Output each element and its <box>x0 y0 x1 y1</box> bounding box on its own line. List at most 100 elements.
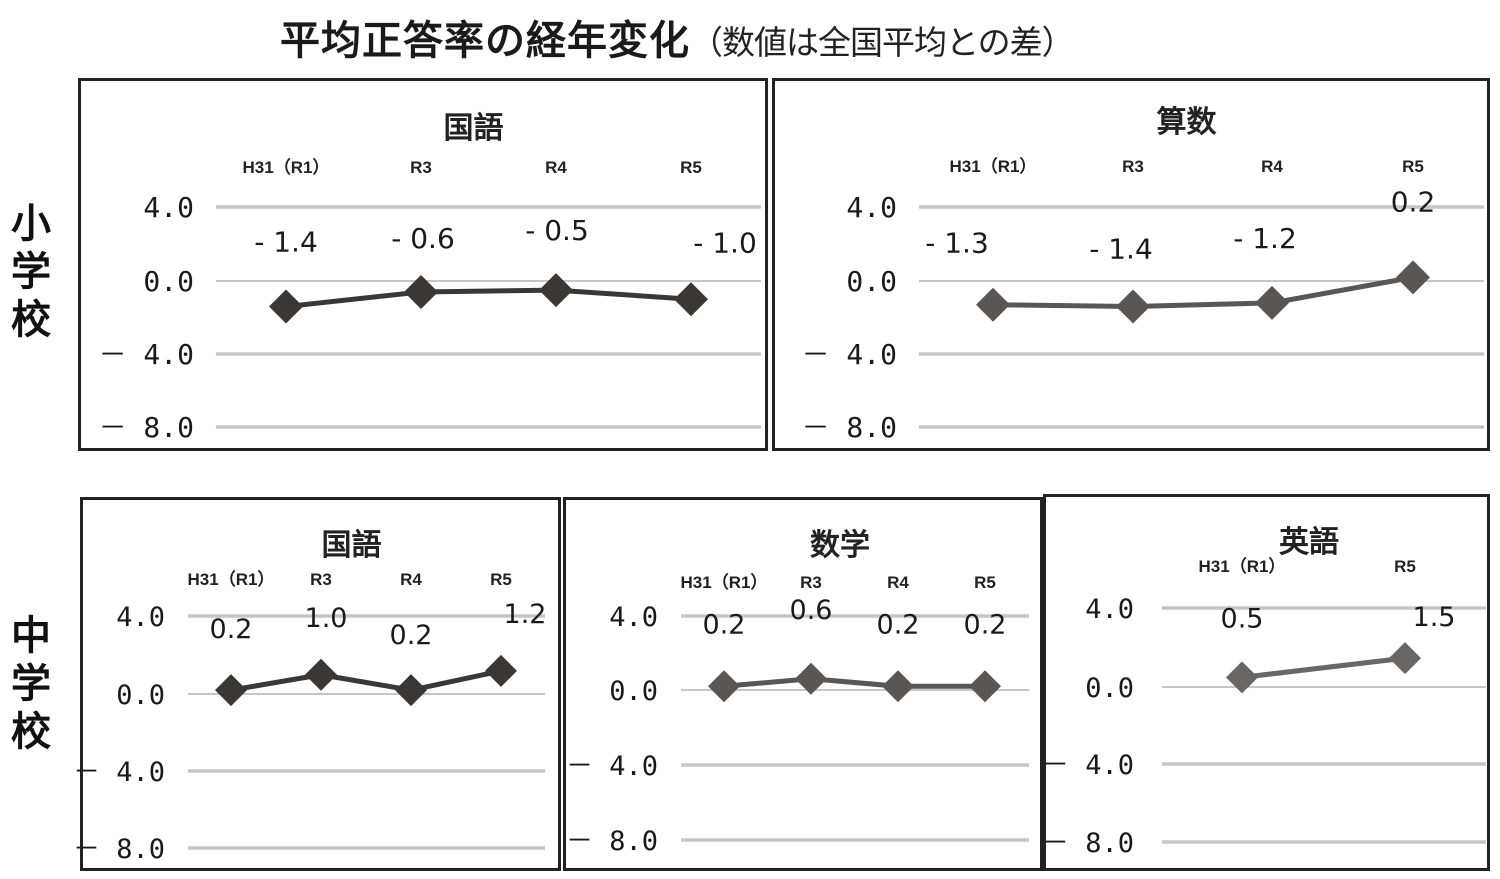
x-category-label: H31（R1） <box>243 157 330 177</box>
y-tick-label: 0.0 <box>143 265 194 298</box>
x-category-label: H31（R1） <box>681 572 768 592</box>
y-tick-label: 0.0 <box>116 680 165 711</box>
line-chart: 4.0 0.0 － 4.0 － 8.0 H31（R1） R3 R4 R5 - 1.3 - 1.4 -… <box>802 156 1484 444</box>
diamond-marker-icon <box>305 658 337 691</box>
y-tick-label: － 8.0 <box>73 834 165 865</box>
panel-title: 国語 <box>443 111 504 146</box>
data-label: 0.5 <box>1221 603 1264 634</box>
data-label: 0.2 <box>877 609 920 640</box>
x-category-label: R3 <box>800 573 822 592</box>
data-label: - 1.3 <box>925 227 989 260</box>
diamond-marker-icon <box>674 282 708 317</box>
chart-title-note: （数値は全国平均との差） <box>690 23 1075 62</box>
y-tick-label: 4.0 <box>609 602 658 633</box>
diamond-marker-icon <box>882 670 914 703</box>
diamond-marker-icon <box>1389 642 1421 675</box>
y-tick-label: － 4.0 <box>73 757 165 788</box>
series-line <box>230 668 502 693</box>
y-tick-label: － 8.0 <box>1042 828 1134 859</box>
diamond-marker-icon <box>1226 661 1258 694</box>
diamond-marker-icon <box>404 274 438 309</box>
data-label: - 1.4 <box>254 226 318 259</box>
line-chart: 4.0 0.0 － 4.0 － 8.0 H31（R1） R3 R4 R5 - 1.4 - 0.6 -… <box>99 157 761 444</box>
y-tick-label: 4.0 <box>116 602 165 633</box>
line-chart: 4.0 0.0 － 4.0 － 8.0 H31（R1） R3 R4 R5 0.2 1.0 0.2 1.… <box>73 569 547 865</box>
diamond-marker-icon <box>1255 285 1289 320</box>
diamond-marker-icon <box>215 674 247 707</box>
data-label: - 0.5 <box>525 214 589 247</box>
chart-panel-elementary-math: 算数 4.0 0.0 － 4.0 － 8.0 H31（R1） R3 R4 R5 - 1.3 - 1… <box>772 78 1490 451</box>
x-category-label: R4 <box>545 158 567 177</box>
diamond-marker-icon <box>708 670 740 703</box>
diamond-marker-icon <box>395 674 427 707</box>
data-label: 1.2 <box>504 599 547 630</box>
series-line <box>992 274 1414 310</box>
series-line <box>1241 655 1406 680</box>
panel-title: 国語 <box>321 528 382 563</box>
x-category-label: R5 <box>680 158 702 177</box>
data-label: 0.6 <box>790 595 833 626</box>
data-label: 1.0 <box>305 603 348 634</box>
y-tick-label: － 8.0 <box>99 411 194 444</box>
panel-title: 数学 <box>810 528 870 563</box>
y-tick-label: － 4.0 <box>802 338 897 371</box>
diamond-marker-icon <box>976 287 1010 322</box>
y-tick-label: 0.0 <box>609 676 658 707</box>
data-label: 0.2 <box>964 609 1007 640</box>
data-label: - 0.6 <box>391 222 455 255</box>
diamond-marker-icon <box>1116 289 1150 324</box>
y-tick-label: 4.0 <box>1085 594 1134 625</box>
chart-title-main: 平均正答率の経年変化 <box>280 18 690 64</box>
chart-title: 平均正答率の経年変化（数値は全国平均との差） <box>280 8 1075 66</box>
x-category-label: R5 <box>490 570 512 589</box>
data-label: - 1.0 <box>693 226 757 259</box>
x-category-label: H31（R1） <box>950 156 1037 176</box>
y-tick-label: － 8.0 <box>566 826 658 857</box>
series-line <box>723 676 985 689</box>
x-category-label: R4 <box>887 573 909 592</box>
panel-title: 算数 <box>1156 105 1217 140</box>
y-tick-label: 0.0 <box>1085 673 1134 704</box>
x-category-label: R3 <box>1122 157 1144 176</box>
data-label: 0.2 <box>1391 185 1436 218</box>
chart-panel-junior-high-math: 数学 4.0 0.0 － 4.0 － 8.0 H31（R1） R3 R4 R5 0.2 0.6 0.… <box>563 497 1043 871</box>
x-category-label: H31（R1） <box>188 569 275 589</box>
diamond-marker-icon <box>969 670 1001 703</box>
data-label: 0.2 <box>703 609 746 640</box>
y-tick-label: 4.0 <box>846 191 897 224</box>
row-label-junior-high-text: 中学校 <box>11 613 51 755</box>
x-category-label: H31（R1） <box>1199 556 1286 576</box>
row-label-junior-high: 中学校 <box>8 612 54 756</box>
y-tick-label: － 4.0 <box>566 751 658 782</box>
chart-panel-junior-high-japanese: 国語 4.0 0.0 － 4.0 － 8.0 H31（R1） R3 R4 R5 0.2 1.0 0.… <box>73 497 561 871</box>
y-tick-label: 4.0 <box>143 191 194 224</box>
data-label: 0.2 <box>390 620 433 651</box>
diamond-marker-icon <box>539 273 573 308</box>
data-label: - 1.4 <box>1089 233 1153 266</box>
data-label: 0.2 <box>210 614 253 645</box>
diamond-marker-icon <box>1396 260 1430 295</box>
row-label-elementary: 小学校 <box>8 200 54 344</box>
x-category-label: R4 <box>400 570 422 589</box>
x-category-label: R5 <box>1402 157 1424 176</box>
y-tick-label: － 4.0 <box>99 338 194 371</box>
x-category-label: R3 <box>410 158 432 177</box>
data-label: - 1.2 <box>1233 222 1297 255</box>
diamond-marker-icon <box>485 654 517 687</box>
line-chart: 4.0 0.0 － 4.0 － 8.0 H31（R1） R3 R4 R5 0.2 0.6 0.2 0.… <box>566 572 1029 857</box>
x-category-label: R4 <box>1261 157 1283 176</box>
diamond-marker-icon <box>795 662 827 695</box>
diamond-marker-icon <box>269 289 303 324</box>
y-tick-label: － 4.0 <box>1042 750 1134 781</box>
y-tick-label: 0.0 <box>846 265 897 298</box>
x-category-label: R5 <box>974 573 996 592</box>
y-tick-label: － 8.0 <box>802 411 897 444</box>
data-label: 1.5 <box>1413 602 1456 633</box>
chart-panel-elementary-japanese: 国語 4.0 0.0 － 4.0 － 8.0 H31（R1） R3 R4 R5 - 1.4 - 0… <box>78 78 768 451</box>
series-line <box>285 287 692 310</box>
x-category-label: R5 <box>1394 557 1416 576</box>
row-label-elementary-text: 小学校 <box>11 201 51 343</box>
chart-panel-junior-high-english: 英語 4.0 0.0 － 4.0 － 8.0 H31（R1） R5 0.5 1.5 <box>1042 494 1490 871</box>
line-chart: 4.0 0.0 － 4.0 － 8.0 H31（R1） R5 0.5 1.5 <box>1042 556 1486 859</box>
x-category-label: R3 <box>310 570 332 589</box>
